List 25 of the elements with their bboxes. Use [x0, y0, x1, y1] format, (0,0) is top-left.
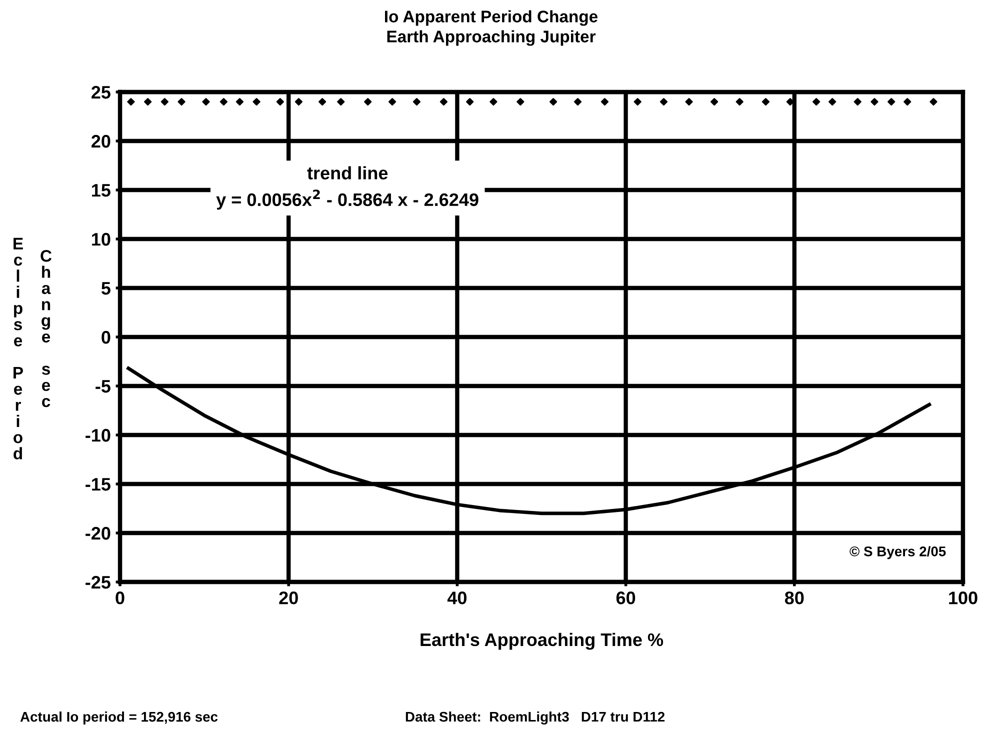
y-tick-label: 10 — [92, 232, 110, 246]
y-tick-label: -15 — [86, 478, 110, 491]
x-tick-label: 60 — [616, 592, 636, 604]
x-tick-label: 80 — [784, 592, 804, 604]
text: Eclipse Period Change sec — [14, 238, 52, 460]
y-tick-label: -5 — [96, 380, 110, 393]
y-tick-label: 5 — [101, 282, 110, 295]
x-tick-label: 40 — [447, 592, 466, 604]
y-tick-label: 20 — [92, 134, 110, 148]
text: Data Sheet: RoemLight3 D17 tru D112 — [406, 711, 665, 725]
x-tick-label: 0 — [116, 592, 124, 604]
x-tick-label: 20 — [279, 592, 298, 604]
text: Actual Io period = 152,916 sec — [20, 712, 218, 724]
chart-title: Io Apparent Period Change — [385, 10, 598, 26]
annotation: © S Byers 2/05 — [850, 546, 946, 560]
y-tick-label: 15 — [92, 184, 110, 197]
chart-subtitle: Earth Approaching Jupiter — [387, 30, 596, 46]
y-tick-label: 25 — [92, 86, 110, 99]
x-axis-title: Earth's Approaching Time % — [420, 632, 664, 650]
annotation: trend line y = 0.0056x$^{2}$ - 0.5864 x - 2.6249 — [216, 166, 478, 210]
y-tick-label: -10 — [86, 428, 110, 442]
y-tick-label: -20 — [86, 526, 110, 540]
x-tick-label: 100 — [949, 592, 978, 604]
y-tick-label: 0 — [102, 330, 110, 344]
y-tick-label: -25 — [86, 576, 110, 589]
